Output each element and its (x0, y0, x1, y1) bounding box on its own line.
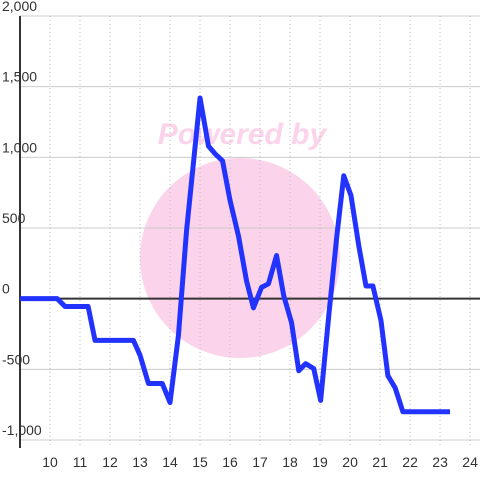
x-tick-label: 16 (222, 454, 238, 470)
x-tick-label: 20 (342, 454, 358, 470)
x-tick-label: 17 (252, 454, 268, 470)
x-tick-label: 21 (372, 454, 388, 470)
x-tick-label: 11 (73, 454, 88, 470)
x-tick-label: 13 (132, 454, 148, 470)
x-tick-label: 19 (312, 454, 328, 470)
x-tick-label: 15 (192, 454, 208, 470)
y-tick-label: -1,000 (2, 422, 42, 438)
x-tick-label: 23 (432, 454, 448, 470)
x-tick-label: 18 (282, 454, 298, 470)
y-tick-label: -500 (2, 351, 30, 367)
x-tick-label: 24 (462, 454, 478, 470)
x-tick-label: 14 (162, 454, 178, 470)
x-tick-label: 10 (42, 454, 58, 470)
y-tick-label: 2,000 (2, 0, 37, 14)
y-tick-label: 0 (2, 281, 10, 297)
x-tick-label: 22 (402, 454, 418, 470)
line-series (20, 95, 450, 415)
y-tick-label: 500 (2, 210, 26, 226)
x-tick-label: 12 (102, 454, 118, 470)
watermark-text: Powered by (158, 118, 328, 151)
